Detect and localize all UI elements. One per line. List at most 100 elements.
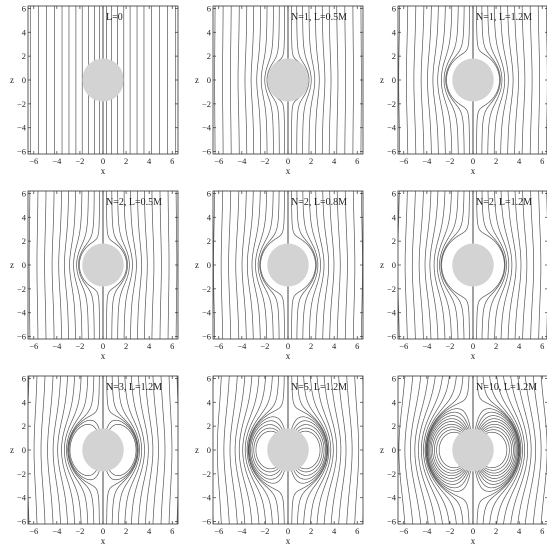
x-tick-label: 6 — [170, 341, 174, 351]
field-line — [73, 191, 133, 339]
field-line — [411, 191, 535, 339]
x-tick-label: 2 — [309, 526, 313, 536]
y-tick-label: 4 — [207, 212, 212, 222]
field-line — [421, 376, 525, 524]
field-line — [440, 191, 506, 339]
y-tick-label: 4 — [22, 397, 27, 407]
chart-svg: −6 −4 −2 0 2 4 6 −6 −4 −2 0 2 4 6 x z N=2, L=0.5M — [10, 188, 179, 361]
central-disk — [82, 243, 124, 287]
panel-title: N=1, L=0.5M — [291, 12, 347, 23]
field-line — [238, 376, 338, 524]
y-tick-label: −6 — [387, 517, 396, 527]
x-tick-label: 4 — [517, 341, 522, 351]
y-tick-label: −4 — [387, 123, 397, 133]
panel-title: N=10, L=1.2M — [476, 382, 537, 393]
field-line — [424, 191, 522, 339]
field-line — [418, 376, 528, 524]
y-tick-label: −2 — [17, 99, 26, 109]
y-tick-label: −6 — [387, 147, 396, 157]
chart-svg: −6 −4 −2 0 2 4 6 −6 −4 −2 0 2 4 6 x z N=10, L=1.2M — [380, 373, 547, 546]
chart-panel-2: −6 −4 −2 0 2 4 6 −6 −4 −2 0 2 4 6 x z N=1, L=0.5M — [193, 3, 364, 178]
x-tick-label: 4 — [147, 341, 152, 351]
x-tick-label: 4 — [332, 341, 337, 351]
y-tick-label: −6 — [17, 147, 26, 157]
y-tick-label: −4 — [202, 493, 212, 503]
field-line — [410, 376, 536, 524]
field-line — [414, 376, 532, 524]
chart-panel-7: −6 −4 −2 0 2 4 6 −6 −4 −2 0 2 4 6 x z N=3, L=1.2M — [8, 373, 179, 548]
y-axis-label: z — [195, 445, 199, 455]
y-tick-label: 6 — [22, 3, 26, 13]
y-tick-label: 6 — [392, 373, 396, 383]
x-tick-label: −2 — [260, 526, 269, 536]
field-line — [229, 376, 347, 524]
x-tick-label: 2 — [124, 341, 128, 351]
y-axis-label: z — [195, 260, 199, 270]
x-tick-label: 2 — [309, 341, 313, 351]
y-tick-label: 0 — [207, 260, 211, 270]
field-line — [432, 6, 514, 154]
x-tick-label: −6 — [214, 526, 223, 536]
y-tick-label: 2 — [207, 51, 211, 61]
field-line — [54, 6, 152, 154]
x-axis-label: x — [471, 351, 476, 361]
x-tick-label: 2 — [494, 156, 498, 166]
x-tick-label: −6 — [399, 156, 408, 166]
y-tick-label: −6 — [387, 332, 396, 342]
x-axis-label: x — [286, 536, 291, 546]
chart-svg: −6 −4 −2 0 2 4 6 −6 −4 −2 0 2 4 6 x z N=5, L=1.2M — [195, 373, 364, 546]
y-tick-label: 6 — [22, 373, 26, 383]
chart-svg: −6 −4 −2 0 2 4 6 −6 −4 −2 0 2 4 6 x z N=2, L=0.8M — [195, 188, 364, 361]
field-line — [58, 191, 148, 339]
x-tick-label: −6 — [214, 341, 223, 351]
chart-panel-5: −6 −4 −2 0 2 4 6 −6 −4 −2 0 2 4 6 x z N=2, L=0.8M — [193, 188, 364, 363]
x-tick-label: 6 — [355, 156, 359, 166]
field-line — [40, 376, 166, 524]
field-line — [418, 191, 528, 339]
y-tick-label: 4 — [392, 397, 397, 407]
y-tick-label: −2 — [387, 284, 396, 294]
x-tick-label: −6 — [29, 341, 38, 351]
panel-title: N=5, L=1.2M — [291, 382, 347, 393]
x-tick-label: −4 — [237, 341, 247, 351]
y-tick-label: 2 — [22, 51, 26, 61]
y-tick-label: 4 — [392, 212, 397, 222]
field-line — [214, 6, 362, 154]
field-line — [251, 191, 325, 339]
field-line — [266, 6, 310, 154]
y-tick-label: 2 — [22, 421, 26, 431]
panel-title: N=2, L=0.5M — [106, 197, 162, 208]
field-line — [51, 191, 155, 339]
panel-title: N=2, L=1.2M — [476, 197, 532, 208]
x-tick-label: 6 — [355, 526, 359, 536]
y-tick-label: −6 — [17, 517, 26, 527]
x-tick-label: −2 — [260, 156, 269, 166]
x-tick-label: 0 — [471, 341, 475, 351]
y-tick-label: 0 — [392, 445, 396, 455]
x-tick-label: −2 — [75, 341, 84, 351]
field-line — [446, 6, 500, 154]
field-line — [398, 6, 547, 154]
chart-panel-1: −6 −4 −2 0 2 4 6 −6 −4 −2 0 2 4 6 x z L=0 — [8, 3, 179, 178]
field-line — [406, 6, 540, 154]
field-line — [44, 191, 162, 339]
y-axis-label: z — [380, 445, 384, 455]
y-tick-label: −2 — [202, 284, 211, 294]
y-axis-label: z — [10, 75, 14, 85]
x-tick-label: 2 — [494, 341, 498, 351]
field-line — [36, 191, 170, 339]
y-tick-label: 6 — [392, 3, 396, 13]
field-line — [433, 191, 513, 339]
y-tick-label: −4 — [202, 123, 212, 133]
x-tick-label: −6 — [214, 156, 223, 166]
field-line — [247, 376, 329, 524]
field-line — [264, 6, 312, 154]
chart-svg: −6 −4 −2 0 2 4 6 −6 −4 −2 0 2 4 6 x z L=0 — [10, 3, 179, 176]
chart-panel-4: −6 −4 −2 0 2 4 6 −6 −4 −2 0 2 4 6 x z N=2, L=0.5M — [8, 188, 179, 363]
field-line — [78, 191, 128, 339]
y-tick-label: −4 — [17, 493, 27, 503]
field-line — [61, 376, 145, 524]
field-line — [439, 191, 507, 339]
field-line — [75, 6, 131, 154]
y-tick-label: 6 — [392, 188, 396, 198]
